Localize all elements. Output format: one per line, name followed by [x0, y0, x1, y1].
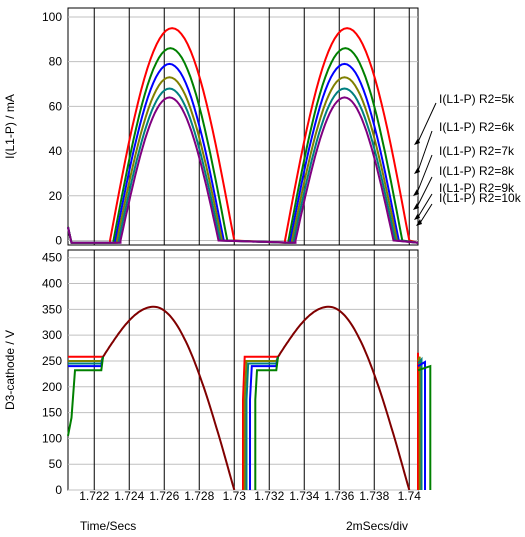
y-tick-label: 0	[55, 483, 62, 497]
voltage-series-line	[242, 355, 278, 490]
voltage-series-line	[417, 364, 432, 490]
legend-arrow	[416, 154, 433, 194]
legend-arrowhead	[414, 167, 420, 174]
current-series-line	[67, 62, 419, 244]
voltage-series-line	[417, 360, 426, 490]
y-tick-label: 80	[49, 55, 63, 69]
y-tick-label: 100	[42, 10, 62, 24]
y-tick-label: 250	[42, 354, 62, 368]
voltage-series-line	[254, 356, 279, 490]
legend-arrowhead	[413, 203, 419, 210]
y-tick-label: 150	[42, 406, 62, 420]
y-axis-label: I(L1-P) / mA	[3, 94, 17, 159]
current-panel: 0 20 40 60 80 100 I(L1-P) / mA I(L1-P) R2=5k I(L…	[3, 7, 522, 248]
legend-arrowhead	[414, 138, 420, 145]
y-tick-label: 100	[42, 431, 62, 445]
x-tick-label: 1.736	[324, 489, 354, 503]
y-axis-label: D3-cathode / V	[3, 330, 17, 410]
x-axis-label: Time/Secs	[80, 519, 136, 533]
x-tick-label: 1.738	[359, 489, 389, 503]
voltage-series-line	[417, 356, 421, 490]
y-tick-label: 200	[42, 380, 62, 394]
series-legend-label: I(L1-P) R2=8k	[439, 164, 515, 178]
voltage-series-line	[249, 356, 279, 490]
x-tick-label: 1.724	[114, 489, 144, 503]
legend-arrowhead	[414, 213, 420, 220]
x-tick-label: 1.73	[223, 489, 247, 503]
series-legend-label: I(L1-P) R2=6k	[439, 120, 515, 134]
legend-arrowhead	[413, 189, 419, 196]
series-legend-label: I(L1-P) R2=9k	[439, 181, 515, 195]
legend-arrow	[417, 193, 433, 218]
legend-arrow	[419, 203, 433, 224]
x-scale-label: 2mSecs/div	[346, 519, 408, 533]
x-tick-label: 1.728	[184, 489, 214, 503]
series-legend-label: I(L1-P) R2=10k	[439, 191, 522, 205]
x-tick-label: 1.722	[79, 489, 109, 503]
x-tick-label: 1.734	[289, 489, 319, 503]
y-tick-label: 350	[42, 302, 62, 316]
current-series-line	[67, 96, 419, 244]
voltage-common-arc	[102, 305, 236, 491]
series-legend-label: I(L1-P) R2=7k	[439, 144, 515, 158]
legend-arrow	[416, 176, 433, 208]
voltage-series-line	[67, 356, 104, 436]
voltage-common-arc	[277, 305, 411, 491]
y-tick-label: 450	[42, 251, 62, 265]
legend-arrow	[417, 102, 437, 143]
y-tick-label: 60	[49, 99, 63, 113]
y-tick-label: 40	[49, 144, 63, 158]
x-tick-label: 1.74	[398, 489, 422, 503]
y-tick-label: 20	[49, 189, 63, 203]
plot-frame	[67, 7, 419, 246]
y-tick-label: 0	[55, 234, 62, 248]
y-tick-label: 50	[49, 457, 63, 471]
legend-arrowhead	[416, 219, 422, 226]
series-legend-label: I(L1-P) R2=5k	[439, 92, 515, 106]
y-tick-label: 300	[42, 328, 62, 342]
x-tick-label: 1.732	[254, 489, 284, 503]
x-tick-label: 1.726	[149, 489, 179, 503]
voltage-panel: 0 50 100 150 200 250 300 350 400 450 D3-cathode / …	[3, 249, 432, 503]
voltage-series-line	[417, 356, 423, 490]
y-tick-label: 400	[42, 277, 62, 291]
legend-arrow	[417, 130, 433, 172]
